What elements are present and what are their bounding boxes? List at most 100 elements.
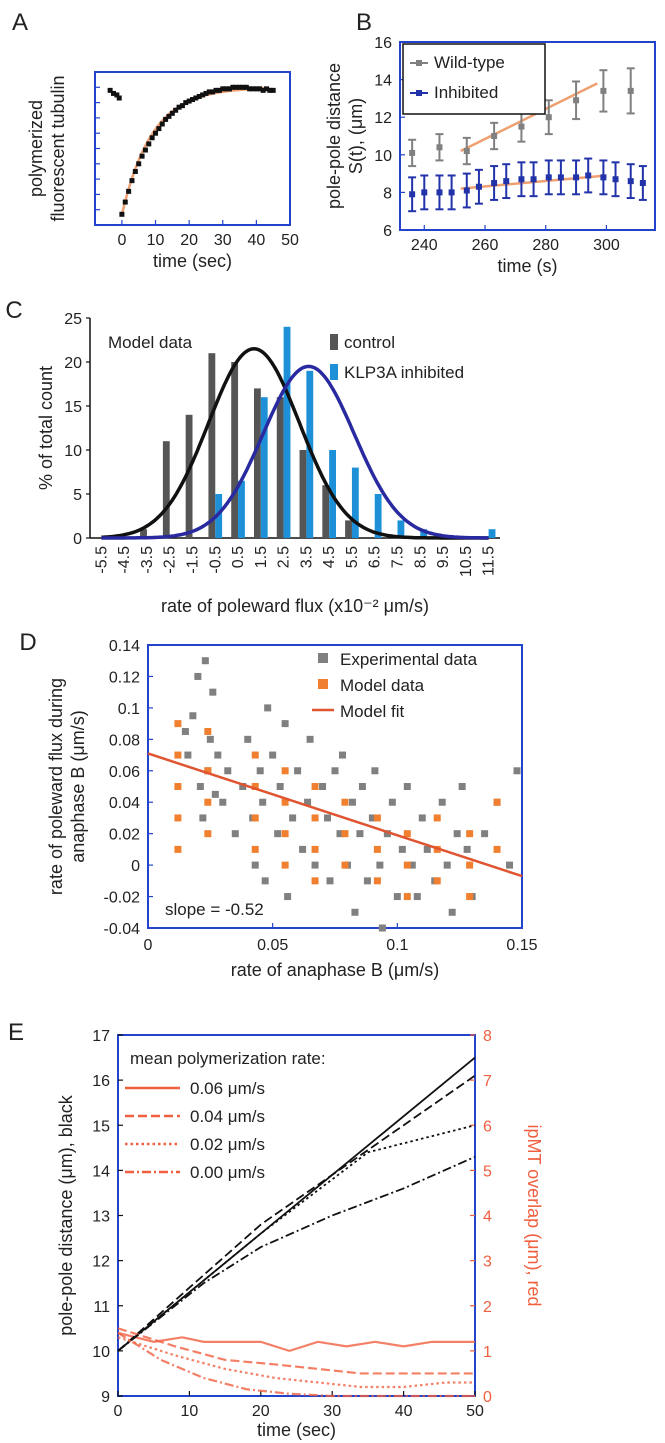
data-point [294,767,302,775]
y-axis-title: % of total count [36,366,56,490]
data-point [240,84,246,90]
overlap-line [117,1331,475,1353]
data-point [214,751,222,759]
data-point [206,735,214,743]
y-tick-label: 0.12 [109,669,140,686]
data-point [189,712,197,720]
data-point [324,814,332,822]
pole-distance-line [117,1124,476,1352]
panel-label-e: E [8,1019,24,1046]
pole-distance-line [117,1056,476,1352]
data-point [421,189,428,196]
x-tick-label: 0.1 [386,937,408,954]
data-point [183,100,189,106]
data-point [376,861,384,869]
fit-line [147,752,523,878]
y-axis-title-line: S(t), (μm) [346,98,366,174]
x-tick-label: 10 [181,1403,199,1420]
overlap-line [117,1336,475,1389]
y-axis-title: pole-pole distance (μm), black [56,1094,76,1335]
data-point [639,180,646,186]
data-point [196,783,204,790]
panel-label-a: A [12,9,28,36]
x-tick-label: 0.15 [506,937,537,954]
data-point [331,767,339,775]
data-point [176,104,182,110]
data-point [119,211,125,217]
legend-label: Wild-type [434,53,505,72]
data-point [153,130,159,136]
data-point [107,87,113,93]
data-point [237,84,243,90]
panel-label-c: C [5,297,22,324]
data-point [408,861,416,869]
y-tick-label: 15 [64,399,82,416]
y-tick-label: -0.04 [104,921,141,938]
x-tick-label: 3.5 [298,546,315,568]
data-point [203,90,209,96]
data-point [306,735,314,743]
legend-title: mean polymerization rate: [130,1049,326,1068]
y-tick-label: 14 [92,1163,110,1180]
x-tick-label: 1.5 [253,546,270,568]
data-point [398,845,406,853]
y-right-tick-label: 1 [483,1344,492,1361]
data-point [403,830,411,838]
data-point [174,720,182,728]
data-point [336,830,344,838]
data-point [545,174,552,181]
data-point [341,830,349,838]
x-tick-label: 40 [247,232,265,249]
data-point [190,97,195,103]
x-tick-label: 2.5 [276,546,293,568]
data-point [206,89,212,95]
panel-c-chart: C 0 5 10 15 20 25 -5.5 -4.5 -3.5 -2.5 -1.5 -0.5 0.5 1.… [5,297,500,616]
data-point [204,830,212,838]
data-point [129,178,135,184]
y-tick-label: -0.02 [104,890,141,907]
y-tick-label: 0.02 [109,827,140,844]
data-point [518,176,525,183]
data-point [351,908,359,916]
data-point [513,767,521,775]
x-tick-label: 8.5 [412,546,429,568]
data-point [114,92,120,98]
data-point [200,92,206,98]
plot-frame [147,644,523,929]
overlap-line [117,1331,475,1398]
data-point [142,147,148,153]
slope-annotation: slope = -0.52 [165,900,264,919]
data-point [263,86,269,92]
legend-label: 0.00 μm/s [190,1163,265,1182]
data-point [173,107,179,113]
bar [420,529,428,538]
data-point [216,87,222,93]
data-point [466,893,474,901]
y-right-tick-label: 6 [483,1118,492,1135]
x-tick-label: 20 [180,232,198,249]
data-point [311,814,319,822]
x-tick-label: 11.5 [481,546,498,576]
data-point [409,191,416,198]
fitted-curve [101,364,489,540]
x-tick-label: 9.5 [435,546,452,568]
data-point [174,814,182,822]
x-tick-label: 50 [281,232,299,249]
data-point [368,814,376,822]
bar [397,520,405,538]
data-point [281,830,289,838]
data-point [348,798,356,806]
data-point [436,144,443,151]
legend-label: Model fit [340,702,405,721]
data-point [256,767,264,775]
x-axis-title: time (sec) [257,1420,336,1440]
data-point [116,95,122,101]
data-point [269,751,277,759]
x-tick-label: 10 [147,232,165,249]
x-tick-label: 50 [466,1403,484,1420]
data-point [491,180,498,186]
x-tick-label: 40 [395,1403,413,1420]
legend-marker [318,653,328,663]
pole-distance-line [117,1074,476,1352]
